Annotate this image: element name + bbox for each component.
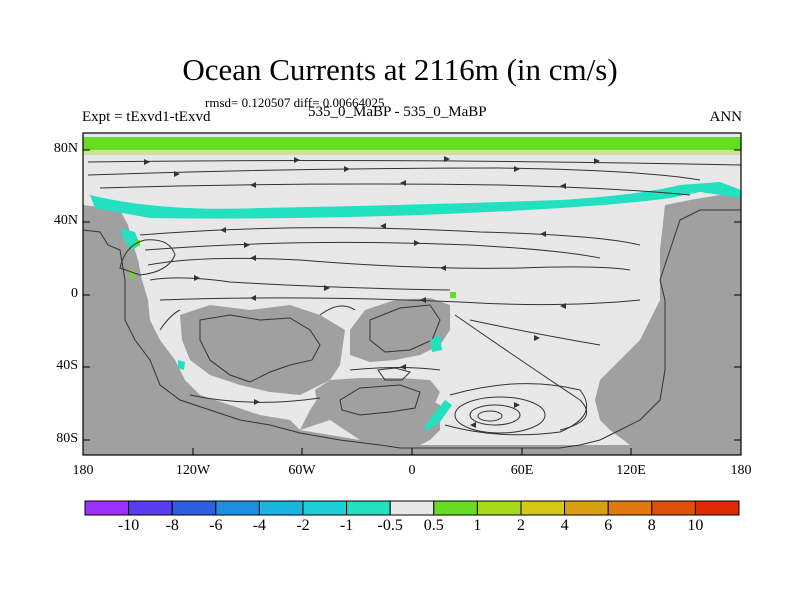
colorbar-swatch xyxy=(215,500,260,516)
colorbar-tick-label: 2 xyxy=(517,517,525,534)
colorbar-swatch xyxy=(171,500,217,516)
lat-tick-label: 0 xyxy=(71,286,78,301)
streamline-arrow xyxy=(514,166,520,172)
streamline-arrow xyxy=(420,297,426,303)
streamline-arrow xyxy=(294,157,300,163)
colorbar-tick-label: 10 xyxy=(687,517,704,534)
streamline-arrow xyxy=(470,422,476,428)
season-label: ANN xyxy=(709,109,743,125)
lon-tick-label: 120E xyxy=(616,463,646,478)
colorbar xyxy=(84,500,740,516)
colorbar-swatch xyxy=(128,500,173,516)
streamline-arrow xyxy=(414,240,420,246)
streamline-arrow xyxy=(194,275,200,281)
lon-tick-label: 0 xyxy=(408,463,416,478)
lon-tick-label: 180 xyxy=(730,463,752,478)
streamline-arrow xyxy=(534,335,540,341)
lon-tick-label: 120W xyxy=(175,463,211,478)
colorbar-tick-label: -4 xyxy=(252,517,267,534)
streamline-arrow xyxy=(250,182,256,188)
lon-tick-label: 60W xyxy=(288,463,316,478)
streamline-arrow xyxy=(594,158,600,164)
colorbar-tick-label: -10 xyxy=(117,517,140,534)
colorbar-swatch xyxy=(476,500,522,516)
streamline-arrow xyxy=(344,166,350,172)
arctic-positive-band-edge xyxy=(83,150,741,155)
colorbar-tick-label: -1 xyxy=(339,517,354,534)
colorbar-swatch xyxy=(346,500,391,516)
streamline-arrow xyxy=(560,183,566,189)
colorbar-swatch xyxy=(84,500,130,516)
streamline-arrow xyxy=(400,180,406,186)
lat-tick-label: 80N xyxy=(53,141,78,156)
colorbar-tick-label: 0.5 xyxy=(423,517,444,534)
lon-tick-label: 180 xyxy=(72,463,94,478)
colorbar-tick-label: 1 xyxy=(473,517,482,534)
lat-ticks xyxy=(83,149,741,441)
colorbar-swatch xyxy=(433,500,478,516)
land-masses xyxy=(83,195,741,455)
streamline-arrow xyxy=(250,255,256,261)
colorbar-swatch xyxy=(302,500,348,516)
streamlines xyxy=(87,160,742,436)
streamline-arrow xyxy=(560,303,566,309)
colorbar-tick-label: 8 xyxy=(647,517,656,534)
streamline-arrow xyxy=(220,227,226,233)
lat-tick-label: 40S xyxy=(56,358,78,373)
colorbar-swatch xyxy=(258,500,304,516)
colorbar-swatch xyxy=(694,500,740,516)
lat-tick-label: 80S xyxy=(56,431,78,446)
colorbar-tick-label: 6 xyxy=(604,517,613,534)
arctic-positive-band xyxy=(83,137,741,150)
colorbar-tick-label: -6 xyxy=(209,517,223,534)
streamline-arrow xyxy=(514,402,520,408)
streamline-arrow xyxy=(244,242,250,248)
streamline-arrow xyxy=(254,399,260,405)
stats-label: rmsd= 0.120507 diff= 0.00664025 xyxy=(205,95,385,110)
colorbar-tick-label: 4 xyxy=(560,517,569,534)
chart-title: Ocean Currents at 2116m (in cm/s) xyxy=(182,52,618,87)
streamline-arrow xyxy=(440,265,446,271)
colorbar-tick-label: -0.5 xyxy=(377,517,403,534)
colorbar-swatch xyxy=(520,500,566,516)
streamline-arrow xyxy=(174,171,180,177)
case-label: 535_0_MaBP - 535_0_MaBP xyxy=(308,104,487,120)
colorbar-swatch xyxy=(389,500,435,516)
experiment-label: Expt = tExvd1-tExvd xyxy=(82,109,211,125)
streamline-arrow xyxy=(324,285,330,291)
colorbar-swatch xyxy=(651,500,696,516)
streamline-arrow xyxy=(250,295,256,301)
lon-ticks xyxy=(82,448,742,455)
colorbar-swatch xyxy=(564,500,609,516)
colorbar-tick-label: -2 xyxy=(296,517,310,534)
streamline-arrow xyxy=(400,364,406,370)
streamline-arrow xyxy=(380,223,386,229)
colorbar-swatch xyxy=(607,500,653,516)
lat-tick-label: 40N xyxy=(53,213,78,228)
streamline-arrow xyxy=(144,159,150,165)
colorbar-tick-label: -8 xyxy=(165,517,179,534)
lon-tick-label: 60E xyxy=(510,463,534,478)
streamline-arrow xyxy=(540,231,546,237)
streamline-arrow xyxy=(444,156,450,162)
